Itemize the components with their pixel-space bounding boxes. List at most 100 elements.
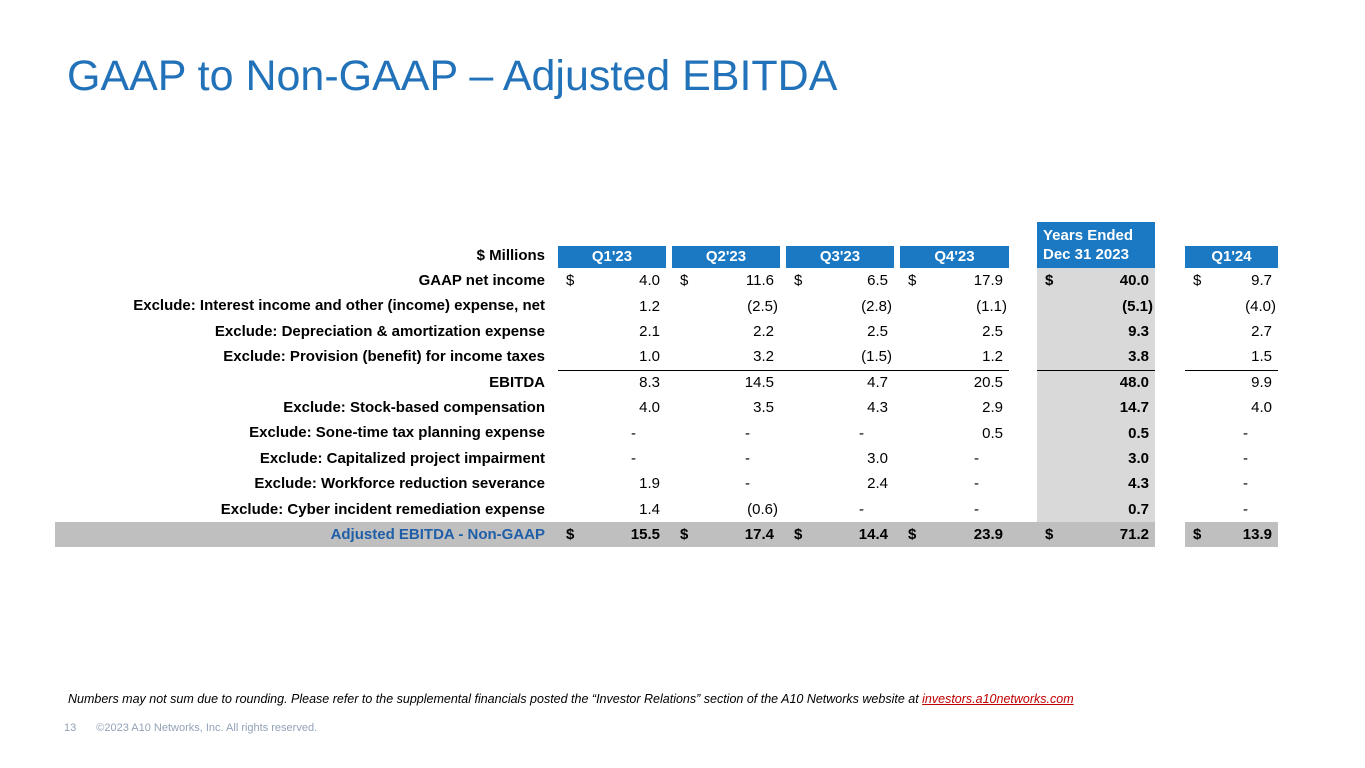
value-cell-q1-23: 1.0 [639, 348, 660, 366]
table-row: Exclude: Interest income and other (inco… [55, 293, 1278, 319]
row-label: Exclude: Provision (benefit) for income … [223, 348, 545, 366]
row-label: Exclude: Capitalized project impairment [259, 449, 545, 467]
value-cell-q2-23: (0.6) [747, 500, 778, 518]
column-header-q1-23: Q1'23 [558, 246, 666, 268]
value-cell-fy-2023: 4.3 [1037, 471, 1155, 497]
table-row: Exclude: Stock-based compensation 4.0 3.… [55, 394, 1278, 421]
row-label: EBITDA [489, 373, 545, 391]
value-cell-q1-23: - [631, 424, 636, 442]
investor-relations-link[interactable]: investors.a10networks.com [922, 692, 1074, 706]
value-cell-q1-24: (4.0) [1245, 297, 1276, 315]
value-cell-q4-23: 1.2 [982, 348, 1003, 366]
table-row: Exclude: Provision (benefit) for income … [55, 344, 1278, 370]
value-cell-q3-23: (2.8) [861, 297, 892, 315]
value-cell-q1-24: - [1243, 424, 1248, 442]
value-cell-q2-23: 14.5 [744, 373, 774, 391]
value-cell-q1-23: - [631, 449, 636, 467]
row-label: Exclude: Cyber incident remediation expe… [220, 500, 545, 518]
value-cell-q1-23: 1.2 [639, 297, 660, 315]
currency-symbol: $ [1045, 526, 1054, 544]
value-cell-q3-23: 2.4 [867, 475, 888, 493]
slide-footer: 13 ©2023 A10 Networks, Inc. All rights r… [64, 722, 317, 734]
value-cell-q1-24: $9.7 [1193, 272, 1272, 290]
value-cell-fy-2023: $71.2 [1045, 526, 1149, 544]
column-header-years-ended: Years Ended Dec 31 2023 [1037, 222, 1155, 268]
row-label: Exclude: Interest income and other (inco… [133, 297, 545, 315]
table-row: GAAP net income $4.0 $11.6 $6.5 $17.9 $4… [55, 268, 1278, 294]
value-cell-q2-23: $17.4 [680, 526, 774, 544]
row-label: Adjusted EBITDA - Non-GAAP [330, 525, 545, 543]
value-cell-q3-23: 4.3 [867, 399, 888, 417]
row-label: Exclude: Stock-based compensation [283, 398, 545, 416]
reconciliation-table: $ Millions Q1'23 Q2'23 Q3'23 Q4'23 Years… [55, 222, 1278, 548]
value-cell-q1-24: - [1243, 449, 1248, 467]
value-cell-q4-23: 20.5 [973, 373, 1003, 391]
slide-title: GAAP to Non-GAAP – Adjusted EBITDA [67, 52, 838, 100]
value-cell-fy-2023: 3.0 [1037, 445, 1155, 472]
currency-symbol: $ [1193, 272, 1202, 290]
column-header-q3-23: Q3'23 [786, 246, 894, 268]
value-cell-q2-23: 3.5 [753, 399, 774, 417]
value-cell-q3-23: (1.5) [861, 348, 892, 366]
value-cell-q3-23: 4.7 [867, 373, 888, 391]
page-number: 13 [64, 722, 77, 734]
value-cell-fy-2023: 0.7 [1037, 496, 1155, 522]
currency-symbol: $ [1193, 526, 1202, 544]
table-row: Exclude: Sone-time tax planning expense … [55, 420, 1278, 446]
value-cell-fy-2023: 48.0 [1037, 369, 1155, 395]
currency-symbol: $ [908, 272, 917, 290]
value-cell-q1-24: 1.5 [1251, 348, 1272, 366]
value-cell-q3-23: $6.5 [794, 272, 888, 290]
value-cell-q2-23: - [745, 475, 750, 493]
value-cell-q2-23: $11.6 [680, 272, 774, 290]
value-cell-q4-23: 0.5 [982, 424, 1003, 442]
value-cell-q1-24: $13.9 [1185, 521, 1278, 548]
column-header-q1-24: Q1'24 [1185, 246, 1278, 268]
currency-symbol: $ [680, 272, 689, 290]
row-label: Exclude: Sone-time tax planning expense [249, 424, 545, 442]
copyright-text: ©2023 A10 Networks, Inc. All rights rese… [96, 722, 318, 734]
value-cell-q3-23: - [859, 424, 864, 442]
value-cell-q1-23: 1.9 [639, 475, 660, 493]
value-cell-q4-23: - [974, 449, 979, 467]
table-row: Exclude: Depreciation & amortization exp… [55, 318, 1278, 345]
value-cell-q2-23: 3.2 [753, 348, 774, 366]
value-cell-q1-23: $4.0 [566, 272, 660, 290]
value-cell-q3-23: 3.0 [867, 449, 888, 467]
row-label: Exclude: Workforce reduction severance [254, 475, 545, 493]
row-label: Exclude: Depreciation & amortization exp… [214, 322, 545, 340]
column-header-q2-23: Q2'23 [672, 246, 780, 268]
table-row-adjusted-ebitda: Adjusted EBITDA - Non-GAAP $15.5 $17.4 $… [55, 521, 1278, 548]
footnote-text: Numbers may not sum due to rounding. Ple… [68, 692, 923, 706]
value-cell-q4-23: - [974, 500, 979, 518]
row-label: GAAP net income [418, 272, 545, 289]
table-row-ebitda: EBITDA 8.3 14.5 4.7 20.5 48.0 9.9 [55, 369, 1278, 395]
currency-symbol: $ [794, 272, 803, 290]
currency-symbol: $ [794, 526, 803, 544]
value-cell-q1-23: 2.1 [639, 322, 660, 340]
value-cell-q2-23: 2.2 [753, 322, 774, 340]
value-cell-q1-23: 8.3 [639, 373, 660, 391]
table-row: Exclude: Cyber incident remediation expe… [55, 496, 1278, 522]
footnote: Numbers may not sum due to rounding. Ple… [68, 692, 1074, 706]
value-cell-fy-2023: (5.1) [1037, 293, 1155, 319]
value-cell-q1-24: - [1243, 475, 1248, 493]
column-header-q4-23: Q4'23 [900, 246, 1009, 268]
value-cell-fy-2023: 3.8 [1037, 344, 1155, 370]
value-cell-q2-23: (2.5) [747, 297, 778, 315]
value-cell-q1-23: 1.4 [639, 500, 660, 518]
years-ended-line2: Dec 31 2023 [1043, 246, 1129, 263]
value-cell-q1-24: 4.0 [1251, 399, 1272, 417]
value-cell-q3-23: 2.5 [867, 322, 888, 340]
currency-symbol: $ [680, 526, 689, 544]
value-cell-q2-23: - [745, 424, 750, 442]
value-cell-q1-24: 2.7 [1251, 322, 1272, 340]
table-row: Exclude: Workforce reduction severance 1… [55, 471, 1278, 497]
value-cell-fy-2023: $40.0 [1037, 268, 1155, 294]
currency-symbol: $ [1045, 272, 1054, 290]
value-cell-q1-24: 9.9 [1185, 369, 1278, 395]
value-cell-fy-2023: 14.7 [1037, 394, 1155, 421]
value-cell-q1-23: $15.5 [566, 526, 660, 544]
currency-symbol: $ [566, 526, 575, 544]
value-cell-q4-23: 2.9 [982, 399, 1003, 417]
